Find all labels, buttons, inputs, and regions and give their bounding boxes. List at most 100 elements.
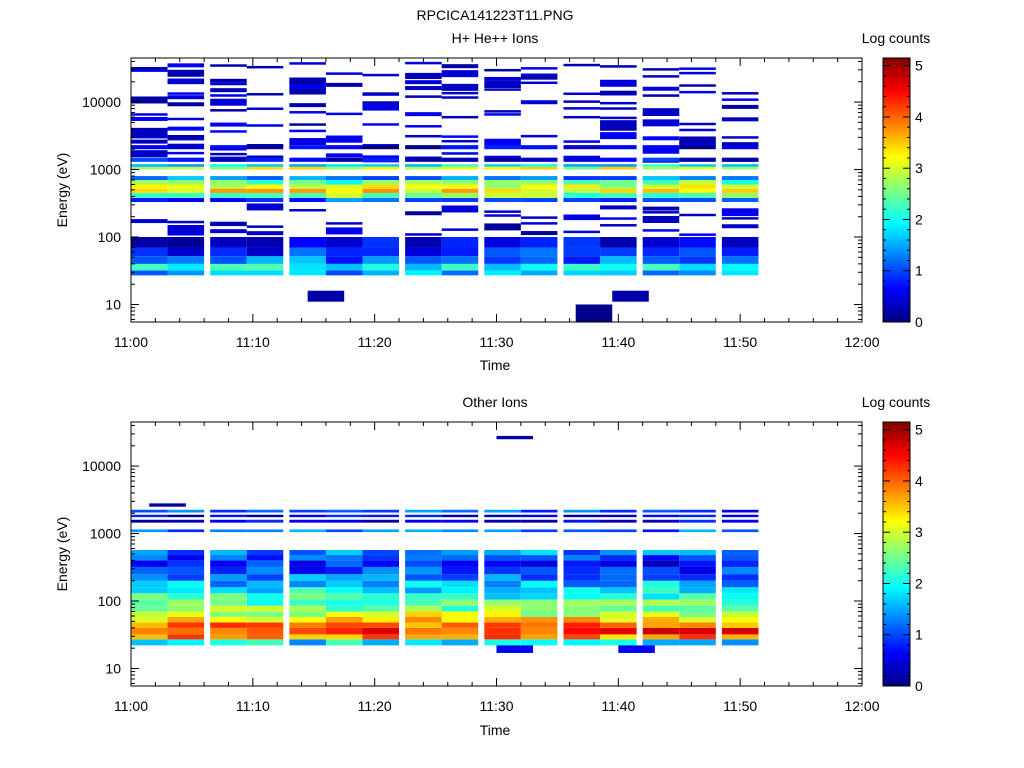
heatmap-cell <box>721 237 759 248</box>
heatmap-cell <box>441 574 479 581</box>
heatmap-cell <box>325 166 363 170</box>
heatmap-cell <box>405 270 442 276</box>
heatmap-cell <box>441 139 479 143</box>
heatmap-cell <box>484 145 521 150</box>
heatmap-cell <box>520 184 558 189</box>
heatmap-cell <box>362 263 400 271</box>
heatmap-cell <box>484 113 521 116</box>
heatmap-cell <box>600 107 637 110</box>
heatmap-cell <box>362 574 400 581</box>
heatmap-cell <box>405 166 442 170</box>
heatmap-cell <box>721 550 759 556</box>
heatmap-cell <box>405 164 442 167</box>
heatmap-cell <box>131 605 168 612</box>
heatmap-cell <box>520 164 558 167</box>
heatmap-cell <box>679 67 716 70</box>
x-tick-label: 12:00 <box>844 698 879 714</box>
heatmap-cell <box>246 574 284 581</box>
heatmap-cell <box>131 509 168 513</box>
heatmap-cell <box>721 184 759 189</box>
heatmap-cell <box>131 237 168 248</box>
heatmap-cell <box>520 270 558 276</box>
heatmap-cell <box>246 179 284 185</box>
heatmap-cell <box>167 627 205 635</box>
heatmap-cell <box>441 263 479 271</box>
heatmap-cell <box>167 92 205 95</box>
heatmap-cell <box>563 164 601 167</box>
heatmap-cell <box>210 88 247 93</box>
heatmap-cell <box>484 110 521 113</box>
heatmap-cell <box>441 560 479 567</box>
heatmap-cell <box>721 179 759 185</box>
heatmap-cell <box>679 616 716 623</box>
heatmap-cell <box>210 566 247 575</box>
heatmap-cell <box>362 247 400 257</box>
heatmap-cell <box>563 529 601 533</box>
heatmap-cell <box>441 179 479 185</box>
x-tick-label: 11:40 <box>601 698 635 714</box>
heatmap-cell <box>167 95 205 100</box>
heatmap-cell <box>563 188 601 193</box>
heatmap-cell <box>600 132 637 140</box>
heatmap-cell <box>325 634 363 640</box>
heatmap-cell <box>289 208 326 212</box>
heatmap-cell <box>520 574 558 581</box>
heatmap-cell <box>642 136 680 141</box>
x-axis-label: Time <box>480 722 511 738</box>
heatmap-cell <box>246 247 284 257</box>
heatmap-cell <box>441 616 479 623</box>
heatmap-cell <box>600 247 637 257</box>
heatmap-cell <box>600 256 637 264</box>
heatmap-cell <box>441 599 479 606</box>
heatmap-cell <box>441 152 479 155</box>
heatmap-cell <box>642 519 680 523</box>
heatmap-cell <box>405 580 442 588</box>
heatmap-cell <box>679 192 716 198</box>
heatmap-cell <box>167 555 205 561</box>
heatmap-cell <box>325 82 363 87</box>
heatmap-cell <box>405 176 442 180</box>
heatmap-cell <box>679 639 716 646</box>
heatmap-cell <box>679 233 716 236</box>
heatmap-cell <box>167 616 205 623</box>
heatmap-cell <box>405 112 442 117</box>
heatmap-cell <box>642 622 680 628</box>
heatmap-cell <box>679 270 716 276</box>
heatmap-cell <box>246 587 284 594</box>
y-tick-label: 10 <box>105 660 121 676</box>
heatmap-cell <box>600 116 637 120</box>
heatmap-cell <box>131 188 168 193</box>
heatmap-cell <box>484 514 521 518</box>
heatmap-cell <box>289 138 326 146</box>
heatmap-cell <box>405 75 442 80</box>
heatmap-cell <box>246 166 284 170</box>
heatmap-cell <box>441 639 479 646</box>
heatmap-cell <box>441 247 479 257</box>
heatmap-cell <box>210 574 247 581</box>
heatmap-cell <box>721 574 759 581</box>
heatmap-cell <box>484 639 521 646</box>
heatmap-cell <box>405 587 442 594</box>
heatmap-cell <box>289 611 326 617</box>
heatmap-cell <box>210 599 247 606</box>
heatmap-cell <box>405 134 442 138</box>
heatmap-cell <box>484 616 521 623</box>
heatmap-cell <box>520 580 558 588</box>
heatmap-cell <box>325 593 363 600</box>
heatmap-cell <box>210 197 247 203</box>
y-tick-label: 1000 <box>90 162 121 178</box>
y-axis: 10 100 1000 10000 <box>82 424 862 684</box>
heatmap-cell <box>642 94 680 97</box>
heatmap-cell <box>679 136 716 144</box>
heatmap-cell <box>520 587 558 594</box>
heatmap-cell <box>325 555 363 561</box>
heatmap-cell <box>167 605 205 612</box>
heatmap-cell <box>131 599 168 606</box>
heatmap-cell <box>679 166 716 170</box>
heatmap-cell <box>520 197 558 203</box>
heatmap-cell <box>721 209 759 217</box>
heatmap-cell <box>520 634 558 640</box>
heatmap-cell <box>642 256 680 264</box>
heatmap-cell <box>520 605 558 612</box>
heatmap-cell <box>563 63 601 67</box>
